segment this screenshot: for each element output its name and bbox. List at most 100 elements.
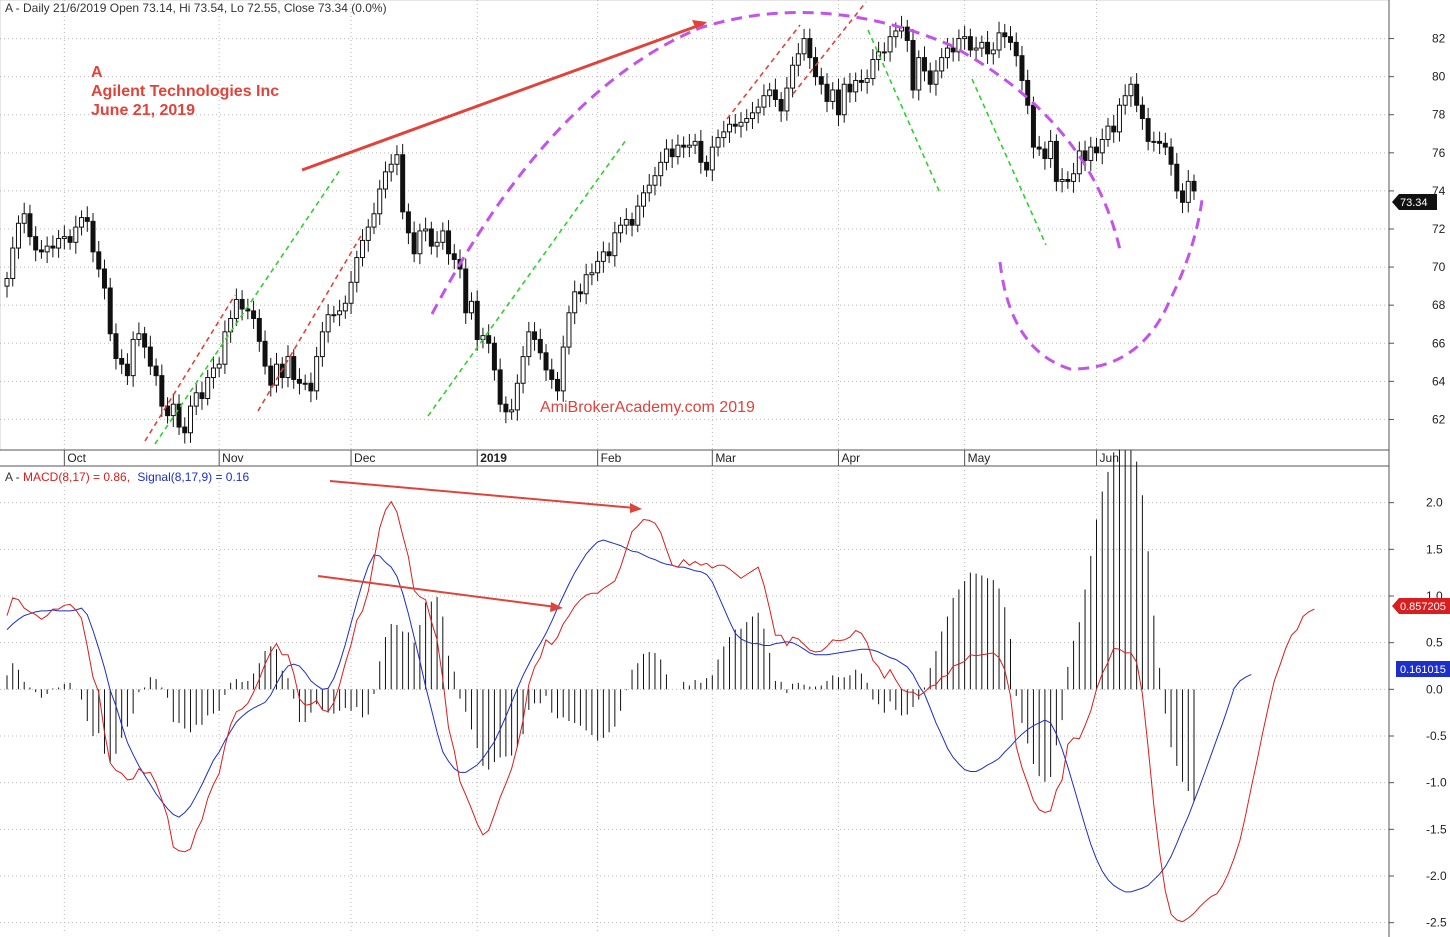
trend-arrows bbox=[301, 20, 707, 612]
candle-body bbox=[509, 409, 515, 413]
xtick-label: Feb bbox=[601, 451, 622, 465]
macd-ytick-label: -0.5 bbox=[1426, 729, 1447, 743]
candle-body bbox=[514, 382, 520, 411]
candle-body bbox=[239, 298, 245, 310]
candle-body bbox=[589, 272, 595, 276]
candle-body bbox=[182, 426, 188, 434]
candle-body bbox=[658, 161, 664, 177]
candle-body bbox=[101, 268, 107, 289]
arrow-uptrend bbox=[301, 23, 701, 172]
candle-body bbox=[813, 57, 819, 78]
last-price-badge: 73.34 bbox=[1392, 194, 1437, 210]
candle-body bbox=[84, 217, 90, 222]
candle-body bbox=[1128, 83, 1134, 97]
candle-body bbox=[1191, 180, 1197, 192]
arc-cup bbox=[998, 199, 1204, 371]
candle-body bbox=[428, 228, 434, 247]
candle-body bbox=[153, 365, 159, 377]
pattern-arcs bbox=[430, 10, 1204, 371]
xtick-label: 2019 bbox=[480, 451, 507, 465]
last-price-badge-shape bbox=[1392, 194, 1437, 210]
candle-body bbox=[1116, 104, 1122, 133]
signal-value-badge-shape bbox=[1396, 661, 1450, 677]
candle-body bbox=[451, 253, 457, 260]
candle-body bbox=[21, 213, 27, 224]
candle-body bbox=[56, 238, 62, 249]
candle-body bbox=[1151, 140, 1157, 143]
candle-body bbox=[205, 377, 211, 399]
candle-body bbox=[463, 268, 469, 314]
arrow-uptrend-head bbox=[692, 20, 707, 31]
candlesticks bbox=[4, 15, 1197, 444]
candle-body bbox=[698, 140, 704, 163]
candle-body bbox=[337, 310, 343, 316]
candle-body bbox=[973, 47, 979, 51]
candle-body bbox=[1134, 83, 1140, 106]
candle-body bbox=[423, 228, 429, 232]
trendline-green-1 bbox=[154, 169, 341, 445]
candle-body bbox=[921, 57, 927, 72]
candle-body bbox=[956, 38, 962, 53]
trendline-red-4 bbox=[792, 1, 867, 95]
annotations bbox=[144, 1, 1204, 612]
arrow-macd-lower bbox=[317, 575, 557, 608]
candle-body bbox=[686, 144, 692, 148]
candle-body bbox=[1082, 150, 1088, 161]
candle-body bbox=[709, 146, 715, 171]
candle-body bbox=[990, 49, 996, 55]
candle-body bbox=[4, 278, 10, 287]
price-ytick-label: 72 bbox=[1432, 222, 1446, 236]
candle-body bbox=[858, 79, 864, 83]
candle-body bbox=[600, 251, 606, 262]
candle-body bbox=[1053, 140, 1059, 182]
candle-body bbox=[887, 36, 893, 53]
candle-body bbox=[1076, 150, 1082, 175]
trendline-red-3 bbox=[726, 24, 801, 120]
candle-body bbox=[388, 163, 394, 173]
candle-body bbox=[1139, 104, 1145, 120]
candle-body bbox=[985, 41, 991, 55]
candle-body bbox=[119, 357, 125, 365]
candle-body bbox=[612, 232, 618, 257]
trendline-green-2 bbox=[427, 139, 627, 417]
candle-body bbox=[944, 47, 950, 59]
candle-body bbox=[669, 148, 675, 158]
arrow-macd-top-head bbox=[630, 503, 642, 513]
candle-body bbox=[572, 291, 578, 314]
candle-body bbox=[830, 89, 836, 102]
candle-body bbox=[61, 236, 67, 240]
price-header: A - Daily 21/6/2019 Open 73.14, Hi 73.54… bbox=[5, 1, 387, 15]
candle-body bbox=[749, 112, 755, 120]
candle-body bbox=[142, 333, 148, 348]
candle-body bbox=[1025, 79, 1031, 106]
candle-body bbox=[818, 76, 824, 85]
candle-body bbox=[1013, 41, 1019, 57]
candle-body bbox=[761, 95, 767, 108]
candle-body bbox=[772, 89, 778, 101]
company-note: Agilent Technologies Inc bbox=[91, 83, 279, 100]
macd-y-axis: 2.01.51.00.50.0-0.5-1.0-1.5-2.0-2.5 bbox=[1389, 496, 1447, 930]
xtick-label: Mar bbox=[715, 451, 736, 465]
trendline-red-2 bbox=[257, 233, 363, 412]
price-ytick-label: 82 bbox=[1432, 32, 1446, 46]
candle-body bbox=[503, 403, 509, 413]
arc-rounded-top bbox=[430, 10, 1122, 315]
candle-body bbox=[1111, 125, 1117, 133]
candle-body bbox=[33, 236, 39, 251]
candle-body bbox=[256, 318, 262, 342]
time-axis: Oct Nov Dec 2019 Feb Mar Apr May Jun bbox=[0, 449, 1389, 467]
candle-body bbox=[411, 232, 417, 255]
xtick-label: Oct bbox=[67, 451, 86, 465]
candle-body bbox=[790, 64, 796, 89]
trend-lines bbox=[144, 1, 1047, 445]
candle-body bbox=[1030, 104, 1036, 148]
candle-body bbox=[767, 89, 773, 97]
candle-body bbox=[296, 378, 302, 384]
candle-body bbox=[1122, 95, 1128, 106]
candle-body bbox=[1048, 140, 1054, 160]
trendline-green-4 bbox=[971, 78, 1047, 246]
candle-body bbox=[663, 148, 669, 163]
macd-header-macd: MACD(8,17) = 0.86, bbox=[23, 470, 130, 484]
macd-ytick-label: 0.5 bbox=[1426, 636, 1443, 650]
